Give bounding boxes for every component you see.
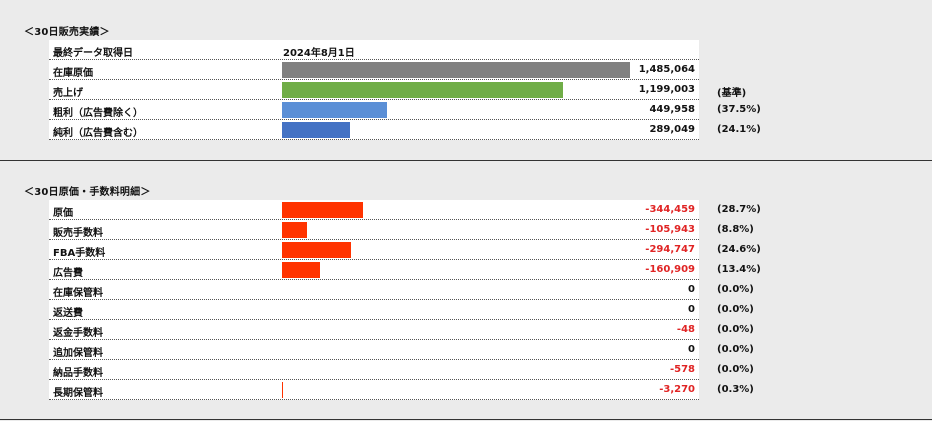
row-label: 在庫原価 — [53, 68, 93, 79]
last-fetch-row: 最終データ取得日 2024年8月1日 — [49, 40, 699, 60]
table-row: 返金手数料 -48 (0.0%) — [49, 320, 754, 340]
row-label: 純利（広告費含む） — [53, 128, 143, 139]
row-note: (37.5%) — [717, 104, 761, 115]
row-label: 返金手数料 — [53, 328, 103, 339]
table-row: 純利（広告費含む） 289,049 (24.1%) — [49, 120, 761, 140]
value-bar — [282, 62, 630, 78]
row-label: 長期保管料 — [53, 388, 103, 399]
row-label: 納品手数料 — [53, 368, 103, 379]
row-note: (8.8%) — [717, 224, 754, 235]
sales-table: 最終データ取得日 2024年8月1日 在庫原価 1,485,064 売上げ 1,199… — [49, 40, 761, 140]
row-value: -344,459 — [645, 204, 695, 215]
row-label: 売上げ — [53, 88, 83, 99]
costs-section-title: ＜30日原価・手数料明細＞ — [24, 187, 151, 198]
row-note: (13.4%) — [717, 264, 761, 275]
value-bar — [282, 202, 363, 218]
row-label: 販売手数料 — [53, 228, 103, 239]
row-value: -3,270 — [659, 384, 695, 395]
last-fetch-label: 最終データ取得日 — [53, 48, 133, 59]
value-bar — [282, 122, 350, 138]
table-row: 広告費 -160,909 (13.4%) — [49, 260, 761, 280]
sales-section-title: ＜30日販売実績＞ — [24, 27, 110, 38]
value-bar — [282, 382, 283, 398]
table-row: 納品手数料 -578 (0.0%) — [49, 360, 754, 380]
row-note: (0.0%) — [717, 364, 754, 375]
row-note: (0.0%) — [717, 344, 754, 355]
table-row: 販売手数料 -105,943 (8.8%) — [49, 220, 754, 240]
row-note: (24.6%) — [717, 244, 761, 255]
table-row: 長期保管料 -3,270 (0.3%) — [49, 380, 754, 400]
value-bar — [282, 102, 387, 118]
row-value: 1,199,003 — [638, 84, 695, 95]
row-label: FBA手数料 — [53, 248, 106, 259]
row-label: 広告費 — [53, 268, 83, 279]
table-row: 追加保管料 0 (0.0%) — [49, 340, 754, 360]
value-bar — [282, 242, 351, 258]
row-note: (0.0%) — [717, 284, 754, 295]
sales-section: ＜30日販売実績＞ 最終データ取得日 2024年8月1日 在庫原価 1,485,0… — [0, 0, 932, 160]
row-label: 追加保管料 — [53, 348, 103, 359]
row-note: (24.1%) — [717, 124, 761, 135]
section-divider — [0, 419, 932, 420]
row-value: -578 — [669, 364, 695, 375]
table-row: 原価 -344,459 (28.7%) — [49, 200, 761, 220]
row-value: -48 — [676, 324, 695, 335]
table-row: 在庫原価 1,485,064 — [49, 60, 699, 80]
row-note: (28.7%) — [717, 204, 761, 215]
table-row: 返送費 0 (0.0%) — [49, 300, 754, 320]
value-bar — [282, 222, 307, 238]
last-fetch-date: 2024年8月1日 — [283, 48, 355, 59]
row-value: 0 — [688, 304, 695, 315]
row-label: 返送費 — [53, 308, 83, 319]
row-value: 0 — [688, 284, 695, 295]
row-value: -160,909 — [645, 264, 695, 275]
row-value: 1,485,064 — [638, 64, 695, 75]
row-note: (0.0%) — [717, 324, 754, 335]
row-label: 在庫保管料 — [53, 288, 103, 299]
row-value: -294,747 — [645, 244, 695, 255]
row-label: 原価 — [53, 208, 73, 219]
table-row: 売上げ 1,199,003 (基準) — [49, 80, 746, 100]
row-note: (基準) — [717, 88, 747, 99]
row-label: 粗利（広告費除く） — [53, 108, 143, 119]
table-row: 在庫保管料 0 (0.0%) — [49, 280, 754, 300]
row-value: 449,958 — [649, 104, 695, 115]
table-row: 粗利（広告費除く） 449,958 (37.5%) — [49, 100, 761, 120]
value-bar — [282, 262, 320, 278]
value-bar — [282, 82, 563, 98]
costs-table: 原価 -344,459 (28.7%) 販売手数料 -105,943 (8.8%) FBA手… — [49, 200, 761, 400]
row-note: (0.0%) — [717, 304, 754, 315]
section-divider — [0, 160, 932, 161]
row-value: -105,943 — [645, 224, 695, 235]
table-row: FBA手数料 -294,747 (24.6%) — [49, 240, 761, 260]
row-value: 289,049 — [649, 124, 695, 135]
costs-section: ＜30日原価・手数料明細＞ 原価 -344,459 (28.7%) 販売手数料 -105… — [0, 161, 932, 419]
row-note: (0.3%) — [717, 384, 754, 395]
row-value: 0 — [688, 344, 695, 355]
